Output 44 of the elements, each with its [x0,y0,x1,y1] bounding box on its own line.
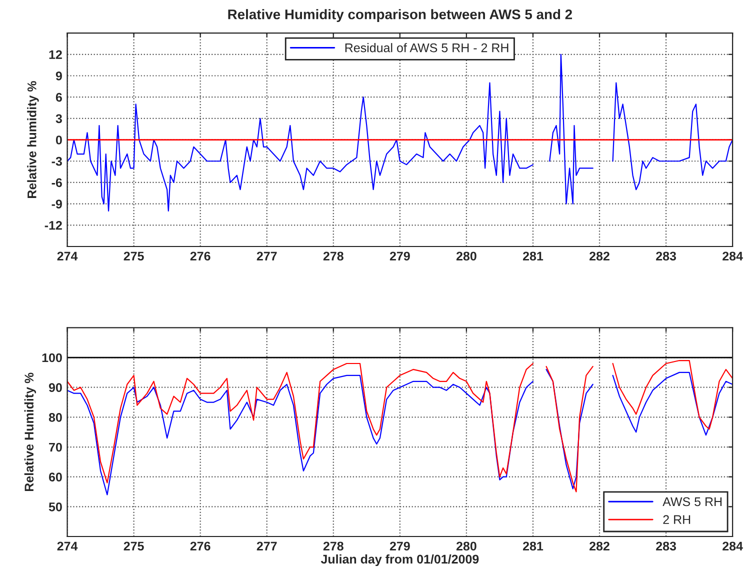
legend-label: 2 RH [663,515,690,524]
legend-label: AWS 5 RH [662,497,722,506]
x-tick-label: 284 [722,542,743,551]
x-tick-label: 284 [722,252,743,261]
x-tick-label: 280 [456,252,476,261]
x-tick-label: 280 [456,542,476,551]
x-tick-label: 278 [323,252,344,261]
y-tick-label: 50 [48,502,62,512]
chart-title: Relative Humidity comparison between AWS 5 and 2 [228,9,572,22]
legend-label: Residual of AWS 5 RH - 2 RH [345,43,508,52]
y-tick-label: 80 [48,412,62,422]
y-tick-label: 100 [42,353,62,362]
x-tick-label: 278 [323,542,344,551]
x-tick-label: 282 [590,542,610,551]
y-tick-label: 90 [48,383,62,392]
y-axis-title: Relative humidity % [27,81,39,198]
x-tick-label: 281 [522,252,544,261]
x-tick-label: 281 [522,542,544,551]
x-tick-label: 279 [390,252,410,261]
x-tick-label: 274 [57,252,78,260]
x-tick-label: 274 [57,542,78,550]
y-tick-label: -12 [44,220,62,230]
y-tick-label: -3 [52,156,62,166]
x-tick-label: 276 [190,252,210,261]
y-tick-label: 3 [56,114,62,124]
y-tick-label: 12 [49,50,62,59]
y-tick-label: -6 [52,178,62,188]
x-tick-label: 277 [256,542,277,550]
x-tick-label: 277 [256,252,277,260]
x-axis-title: Julian day from 01/01/2009 [320,554,479,566]
x-tick-label: 275 [124,252,144,261]
y-tick-label: -9 [52,200,62,208]
x-tick-label: 276 [190,542,210,551]
x-tick-label: 279 [390,542,410,551]
x-tick-label: 282 [590,252,610,261]
y-tick-label: 60 [48,472,62,482]
x-tick-label: 283 [656,252,676,261]
x-tick-label: 283 [656,542,676,551]
y-tick-label: 6 [56,92,62,102]
y-axis-title: Relative Humidity % [24,372,36,491]
y-tick-label: 0 [56,136,62,144]
y-tick-label: 9 [56,72,62,80]
x-tick-label: 275 [124,542,144,551]
y-tick-label: 70 [49,442,62,452]
